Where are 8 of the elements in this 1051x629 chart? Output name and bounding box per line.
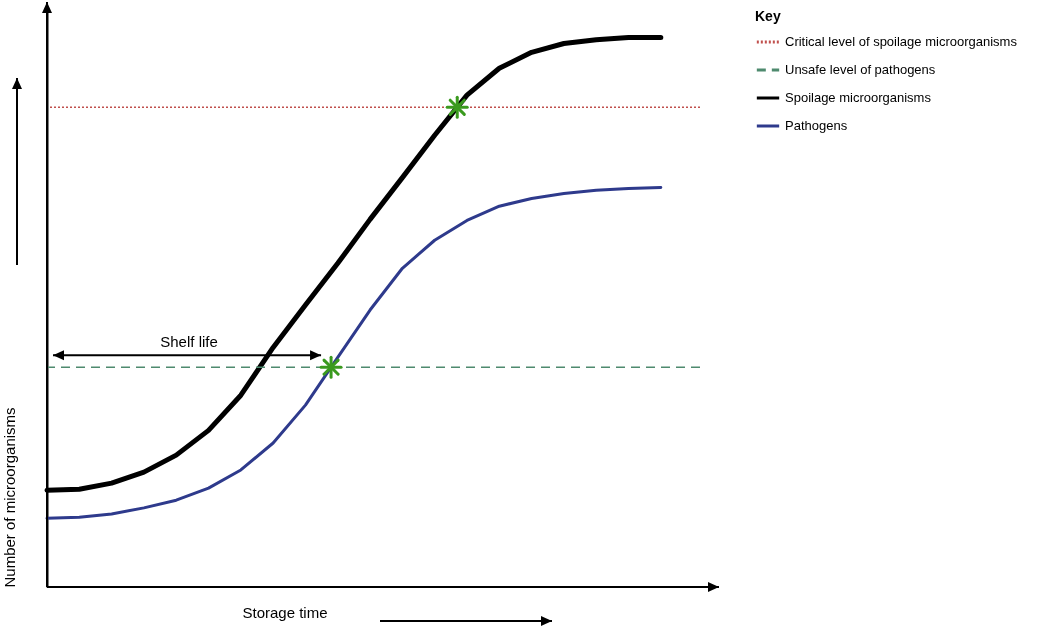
annotation: Shelf life	[160, 333, 218, 351]
x-axis-title: Storage time	[242, 603, 328, 621]
legend-label: Pathogens	[785, 118, 848, 133]
legend-label: Unsafe level of pathogens	[785, 62, 936, 77]
legend-label: Spoilage microorganisms	[785, 90, 932, 105]
legend-title: Key	[755, 8, 781, 24]
y-axis-title: Number of microorganisms	[0, 407, 18, 588]
legend-label: Critical level of spoilage microorganisms	[785, 34, 1018, 49]
